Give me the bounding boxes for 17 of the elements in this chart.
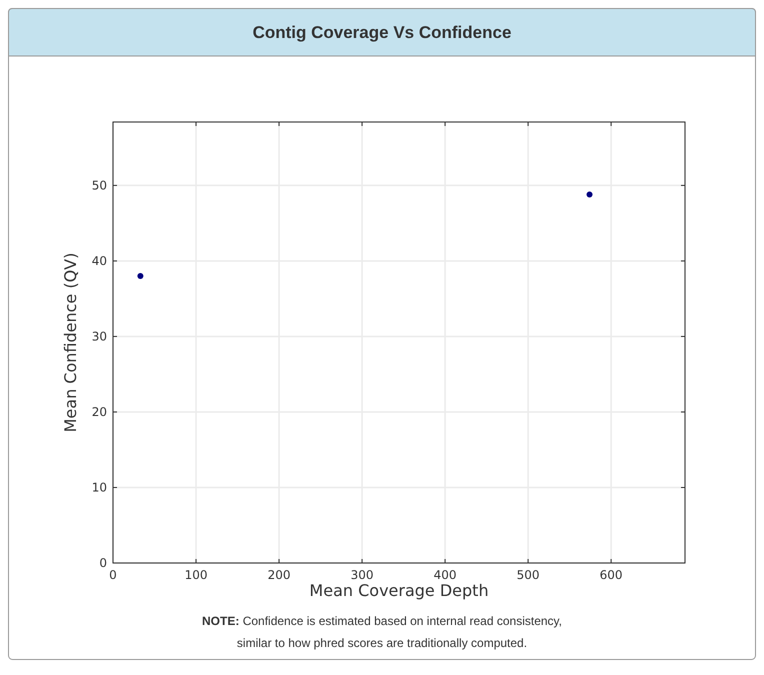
x-tick-label: 200	[268, 568, 290, 582]
y-tick-label: 50	[92, 178, 107, 192]
x-tick-label: 100	[184, 568, 208, 582]
y-tick-label: 30	[92, 329, 107, 344]
y-tick-label: 0	[99, 556, 107, 570]
y-tick-label: 10	[92, 480, 107, 494]
y-axis-title: Mean Confidence (QV)	[61, 252, 80, 432]
chart-title: Contig Coverage Vs Confidence	[252, 23, 512, 42]
y-tick-label: 40	[92, 254, 107, 268]
x-tick-label: 500	[516, 568, 540, 582]
text: NOTE: Confidence is estimated based on internal read consistency, similar to how phred scores are traditionally computed.	[202, 614, 562, 650]
x-tick-label: 600	[600, 568, 623, 582]
x-tick-label: 0	[109, 568, 117, 582]
x-tick-label: 300	[350, 568, 374, 582]
y-tick-label: 20	[92, 404, 107, 419]
x-axis-title: Mean Coverage Depth	[309, 581, 489, 600]
x-tick-label: 400	[434, 568, 457, 582]
